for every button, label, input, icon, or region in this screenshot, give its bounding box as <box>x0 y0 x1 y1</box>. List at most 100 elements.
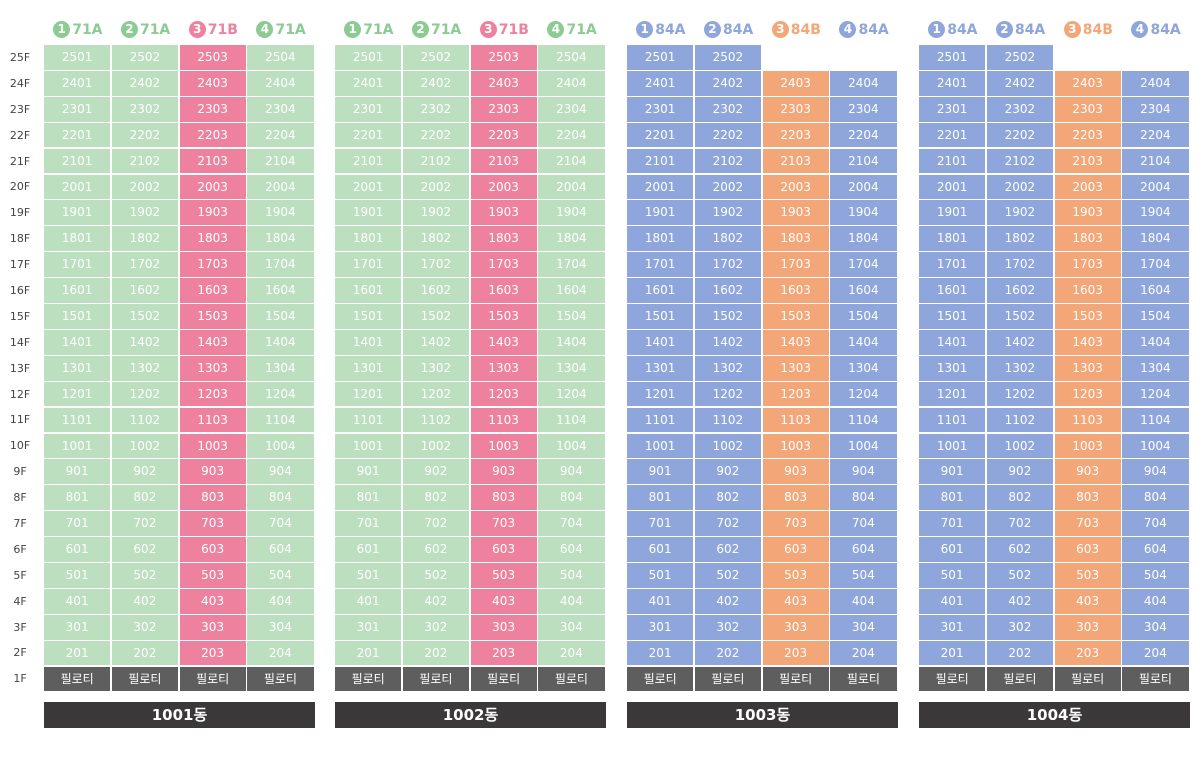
unit-cell: 1804 <box>830 226 897 252</box>
unit-type-number: 4 <box>256 21 274 38</box>
unit-type-chip: 1 71A <box>335 14 403 45</box>
unit-cell: 2402 <box>111 70 178 96</box>
unit-type-number: 3 <box>188 21 206 38</box>
unit-grid: 2501 2502 2401 2402 2403 2404 2301 2302 2303 2304… <box>919 45 1190 695</box>
unit-cell: 1501 <box>44 304 111 329</box>
unit-cell: 1102 <box>986 407 1053 433</box>
unit-type-label: 84A <box>858 21 889 38</box>
unit-cell: 603 <box>762 537 829 562</box>
unit-grid: 2501 2502 2503 2504 2401 2402 2403 2404 2301 2302… <box>335 45 606 695</box>
unit-cell: 904 <box>538 459 605 485</box>
unit-type-number: 2 <box>703 21 721 38</box>
unit-cell: 504 <box>247 563 314 588</box>
unit-cell: 1704 <box>247 252 314 277</box>
unit-cell: 201 <box>335 640 402 666</box>
unit-cell: 803 <box>1054 485 1121 511</box>
floor-label: 18F <box>9 232 31 246</box>
unit-cell: 2204 <box>830 122 897 148</box>
unit-type-number: 1 <box>636 21 654 38</box>
unit-cell: 1804 <box>1122 226 1189 252</box>
unit-cell: 1602 <box>111 278 178 303</box>
unit-cell: 704 <box>1122 511 1189 536</box>
unit-type-chip: 4 84A <box>1122 14 1190 45</box>
unit-cell: 2402 <box>694 70 761 96</box>
unit-cell: 1501 <box>919 304 986 329</box>
unit-cell: 204 <box>1122 640 1189 666</box>
unit-cell: 2101 <box>44 148 111 174</box>
unit-cell: 1204 <box>830 381 897 407</box>
unit-cell: 1304 <box>247 355 314 381</box>
unit-cell: 2204 <box>1122 122 1189 148</box>
unit-type-label: 71A <box>430 21 462 38</box>
building-3: 1 84A 2 84A 3 84B 4 84A 2501 2502 2401 2402 2403 2404… <box>627 14 898 728</box>
unit-cell: 2004 <box>247 174 314 200</box>
unit-cell: 2002 <box>986 174 1053 200</box>
pilotis-cell: 필로티 <box>44 666 111 692</box>
floor-label: 3F <box>13 620 27 634</box>
unit-cell: 903 <box>1054 459 1121 485</box>
unit-cell: 302 <box>402 614 469 640</box>
unit-cell: 2403 <box>179 70 246 96</box>
unit-cell: 1004 <box>1122 433 1189 459</box>
unit-cell: 1901 <box>44 200 111 226</box>
unit-type-chip: 3 84B <box>763 14 831 45</box>
floor-label: 5F <box>13 568 27 582</box>
unit-type-number: 1 <box>344 21 362 38</box>
unit-cell: 804 <box>830 485 897 511</box>
unit-cell: 1003 <box>470 433 537 459</box>
unit-cell: 2103 <box>762 148 829 174</box>
unit-cell: 2201 <box>335 122 402 148</box>
unit-cell: 2101 <box>627 148 694 174</box>
unit-cell: 1503 <box>762 304 829 329</box>
floor-label: 20F <box>9 180 31 194</box>
unit-cell: 1201 <box>919 381 986 407</box>
unit-cell: 2401 <box>335 70 402 96</box>
unit-cell: 904 <box>830 459 897 485</box>
unit-cell: 804 <box>1122 485 1189 511</box>
floor-label: 11F <box>9 413 31 427</box>
unit-cell: 502 <box>111 563 178 588</box>
unit-cell: 1004 <box>830 433 897 459</box>
unit-cell: 2303 <box>179 96 246 122</box>
unit-type-chip: 1 84A <box>919 14 987 45</box>
unit-cell: 801 <box>627 485 694 511</box>
unit-cell: 904 <box>1122 459 1189 485</box>
unit-cell: 304 <box>538 614 605 640</box>
unit-cell: 1801 <box>919 226 986 252</box>
unit-cell: 1001 <box>627 433 694 459</box>
unit-type-number: 4 <box>547 21 565 38</box>
unit-cell: 802 <box>986 485 1053 511</box>
unit-cell: 1104 <box>538 407 605 433</box>
unit-cell: 903 <box>470 459 537 485</box>
unit-cell: 2402 <box>402 70 469 96</box>
unit-type-label: 84A <box>722 21 754 38</box>
unit-type-chip: 2 71A <box>112 14 180 45</box>
unit-cell: 1404 <box>1122 329 1189 355</box>
unit-cell: 1802 <box>111 226 178 252</box>
unit-grid: 2501 2502 2401 2402 2403 2404 2301 2302 2303 2304… <box>627 45 898 695</box>
unit-cell: 502 <box>402 563 469 588</box>
unit-cell: 1904 <box>247 200 314 226</box>
unit-cell: 1503 <box>470 304 537 329</box>
unit-cell: 1403 <box>470 329 537 355</box>
unit-cell: 2502 <box>402 45 469 70</box>
unit-cell: 1502 <box>694 304 761 329</box>
unit-cell: 1501 <box>335 304 402 329</box>
unit-cell: 1303 <box>1054 355 1121 381</box>
unit-type-header: 1 84A 2 84A 3 84B 4 84A <box>919 14 1190 45</box>
unit-cell: 1902 <box>111 200 178 226</box>
unit-cell: 2203 <box>1054 122 1121 148</box>
unit-cell: 704 <box>830 511 897 536</box>
unit-cell: 1902 <box>402 200 469 226</box>
unit-cell: 2304 <box>1122 96 1189 122</box>
unit-type-chip: 3 84B <box>1055 14 1123 45</box>
unit-cell: 2201 <box>919 122 986 148</box>
unit-cell: 602 <box>402 537 469 562</box>
unit-cell: 404 <box>1122 588 1189 614</box>
unit-cell: 1001 <box>44 433 111 459</box>
unit-cell: 403 <box>470 588 537 614</box>
floor-label: 1F <box>13 672 27 686</box>
floor-label: 12F <box>9 387 31 401</box>
unit-cell: 1204 <box>247 381 314 407</box>
unit-cell: 202 <box>986 640 1053 666</box>
